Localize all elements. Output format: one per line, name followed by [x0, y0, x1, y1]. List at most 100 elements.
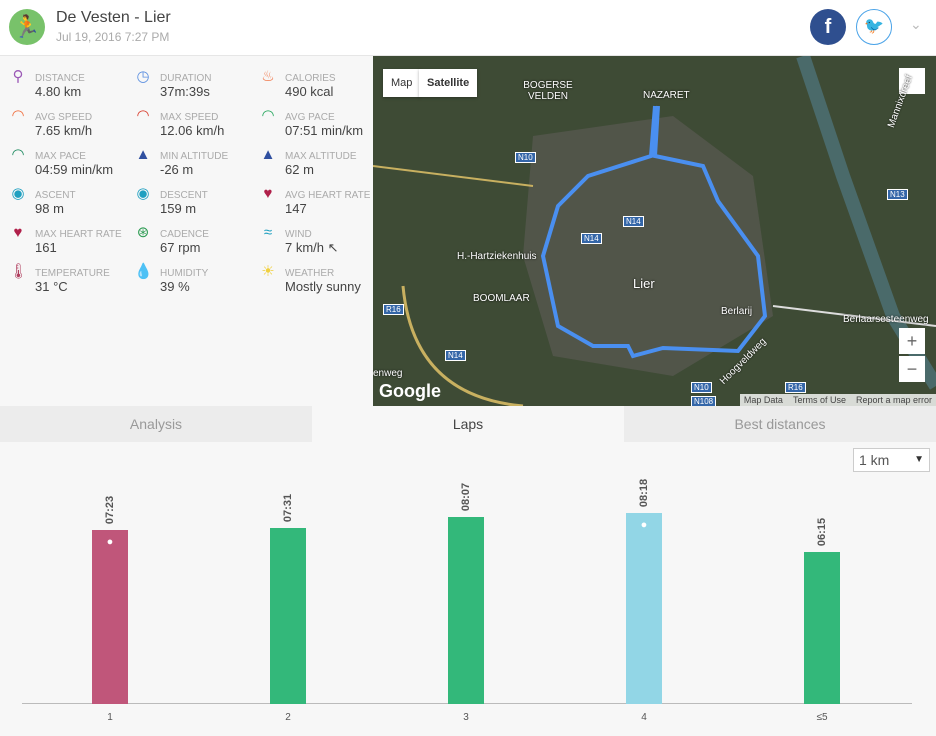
lap-time-label: 07:23 [104, 496, 116, 525]
stat-cadence: ⊛ CADENCE 67 rpm [125, 218, 250, 255]
stat-value: 39 % [160, 279, 190, 294]
stat-label: AVG SPEED [35, 112, 93, 123]
stat-wind: ≈ WIND 7 km/h ↖ [250, 218, 375, 255]
stat-humidity: 💧 HUMIDITY 39 % [125, 257, 250, 294]
header: 🏃 De Vesten - Lier Jul 19, 2016 7:27 PM … [0, 0, 936, 56]
stat-icon: ◉ [136, 185, 150, 202]
x-tick-label: 3 [463, 712, 469, 723]
stat-max-speed: ◠ MAX SPEED 12.06 km/h [125, 101, 250, 138]
terms-link[interactable]: Terms of Use [792, 395, 846, 405]
x-tick-label: 1 [107, 712, 113, 723]
tab-best-distances[interactable]: Best distances [624, 406, 936, 442]
stat-value: 07:51 min/km [285, 123, 364, 138]
stat-temperature: 🌡 TEMPERATURE 31 °C [0, 257, 125, 294]
stat-label: ASCENT [35, 190, 76, 201]
stat-icon: ♥ [13, 224, 23, 241]
lap-bar[interactable] [270, 527, 306, 704]
stat-avg-pace: ◠ AVG PACE 07:51 min/km [250, 101, 375, 138]
stat-value: 147 [285, 201, 307, 216]
map-label: enweg [373, 368, 403, 379]
stat-label: HUMIDITY [160, 268, 209, 279]
lap-bar[interactable]: ● [626, 513, 662, 704]
stat-duration: ◷ DURATION 37m:39s [125, 62, 250, 99]
stat-icon: ◠ [11, 146, 25, 163]
stat-icon: ▲ [135, 146, 151, 163]
map-label: BOOMLAAR [473, 293, 530, 304]
tab-bar: Analysis Laps Best distances [0, 406, 936, 442]
stat-value: 31 °C [35, 279, 68, 294]
map-label: BOGERSE VELDEN [523, 80, 573, 102]
x-tick-label: 2 [285, 712, 291, 723]
stat-icon: ♨ [261, 68, 275, 85]
stat-value: 37m:39s [160, 84, 210, 99]
stat-calories: ♨ CALORIES 490 kcal [250, 62, 375, 99]
stat-label: TEMPERATURE [35, 268, 110, 279]
lap-distance-select[interactable]: 1 km ▼ [853, 448, 930, 472]
stat-icon: 🌡 [9, 263, 29, 280]
map-label: NAZARET [643, 90, 690, 101]
route-map[interactable]: Map Satellite BOGERSE VELDEN NAZARET H.-… [373, 56, 936, 406]
google-logo: Google [379, 381, 441, 401]
running-icon: 🏃 [9, 9, 45, 45]
road-shield: N10 [515, 152, 536, 163]
stat-label: MAX ALTITUDE [285, 151, 357, 162]
stat-icon: ◷ [136, 68, 150, 85]
stat-icon: ☀ [261, 263, 275, 280]
stat-icon: 💧 [134, 263, 153, 280]
stat-icon: ▲ [260, 146, 276, 163]
stat-max-altitude: ▲ MAX ALTITUDE 62 m [250, 140, 375, 177]
map-type-button[interactable]: Map [383, 69, 421, 97]
stat-avg-heart-rate: ♥ AVG HEART RATE 147 [250, 179, 375, 216]
road-shield: N14 [445, 350, 466, 361]
road-shield: R16 [383, 304, 404, 315]
chevron-down-icon[interactable]: ⌄ [910, 16, 922, 32]
tab-laps[interactable]: Laps [312, 406, 624, 442]
facebook-share-button[interactable]: f [810, 9, 846, 45]
lap-time-label: 06:15 [816, 517, 828, 546]
report-error-link[interactable]: Report a map error [855, 395, 932, 405]
map-label: Berlaarsesteenweg [843, 314, 929, 325]
stat-ascent: ◉ ASCENT 98 m [0, 179, 125, 216]
road-shield: N13 [887, 189, 908, 200]
lap-bar[interactable] [804, 551, 840, 704]
stat-label: DURATION [160, 73, 212, 84]
stat-label: WIND [285, 229, 312, 240]
zoom-out-button[interactable]: − [899, 356, 925, 382]
stat-value: 62 m [285, 162, 314, 177]
road-shield: R16 [785, 382, 806, 393]
stat-label: DISTANCE [35, 73, 85, 84]
stat-min-altitude: ▲ MIN ALTITUDE -26 m [125, 140, 250, 177]
twitter-share-button[interactable]: 🐦 [856, 9, 892, 45]
stat-label: DESCENT [160, 190, 208, 201]
zoom-in-button[interactable]: + [899, 328, 925, 354]
satellite-type-button[interactable]: Satellite [419, 69, 478, 97]
stat-icon: ⊛ [136, 224, 150, 241]
map-attribution: Map Data Terms of Use Report a map error [739, 394, 936, 406]
stat-icon: ◉ [11, 185, 25, 202]
road-shield: N10 [691, 382, 712, 393]
stat-label: MAX PACE [35, 151, 86, 162]
tab-analysis[interactable]: Analysis [0, 406, 312, 442]
stat-value: 67 rpm [160, 240, 201, 255]
map-label: Lier [633, 276, 655, 291]
fullscreen-button[interactable] [899, 68, 925, 94]
stat-value: 12.06 km/h [160, 123, 225, 138]
stat-value: 4.80 km [35, 84, 82, 99]
stat-label: CALORIES [285, 73, 336, 84]
lap-time-label: 08:07 [460, 482, 472, 511]
map-label: Berlarij [721, 306, 753, 317]
map-imagery [373, 56, 936, 406]
stat-label: CADENCE [160, 229, 209, 240]
lap-bar[interactable]: ● [92, 530, 128, 704]
stat-icon: ◠ [11, 107, 25, 124]
stat-label: MAX HEART RATE [35, 229, 122, 240]
stat-max-heart-rate: ♥ MAX HEART RATE 161 [0, 218, 125, 255]
stat-value: 04:59 min/km [35, 162, 114, 177]
activity-date: Jul 19, 2016 7:27 PM [56, 30, 170, 44]
lap-bar[interactable] [448, 516, 484, 704]
stat-label: MIN ALTITUDE [160, 151, 229, 162]
road-shield: N108 [691, 396, 717, 406]
map-data-link[interactable]: Map Data [743, 395, 783, 405]
stat-label: WEATHER [285, 268, 335, 279]
stat-value: 7.65 km/h [35, 123, 93, 138]
